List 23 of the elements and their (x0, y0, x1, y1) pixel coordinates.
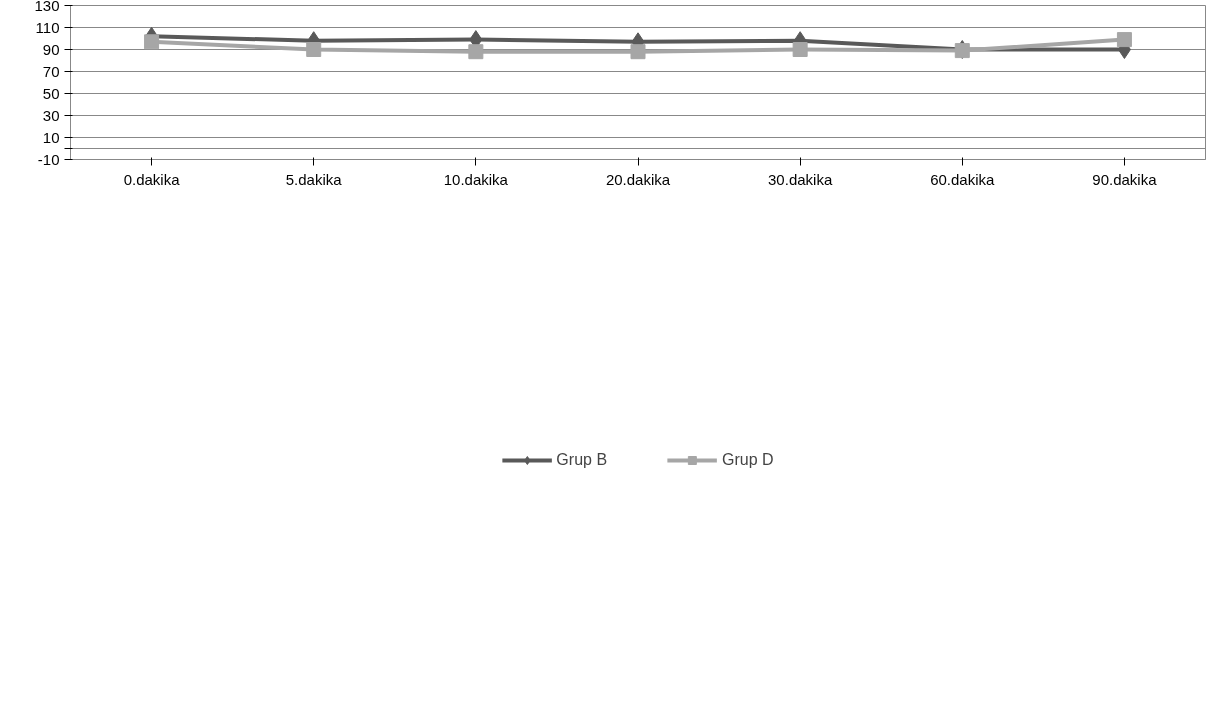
y-tick-label: 90 (42, 40, 60, 58)
legend-label: Grup B (556, 451, 608, 469)
x-tick-label: 5.dakika (285, 170, 343, 188)
legend-label: Grup D (722, 451, 774, 469)
y-tick-label: 50 (42, 84, 60, 102)
point (1116, 32, 1132, 48)
point (306, 42, 322, 57)
y-tick-label: 130 (34, 0, 60, 14)
point (144, 34, 160, 50)
x-tick-label: 20.dakika (605, 170, 671, 188)
point (468, 44, 484, 60)
y-tick-label: 10 (42, 128, 60, 146)
y-tick-label: 70 (42, 62, 60, 80)
point (792, 42, 808, 57)
x-tick-label: 30.dakika (768, 170, 833, 188)
x-tick-label: 10.dakika (443, 170, 509, 188)
y-tick-label: 30 (42, 106, 60, 124)
x-tick-label: 0.dakika (123, 170, 181, 188)
y-tick-label: 110 (35, 18, 60, 36)
x-tick-label: 90.dakika (1092, 170, 1158, 188)
y-tick-label: -10 (37, 150, 60, 168)
point (630, 44, 646, 60)
x-tick-label: 60.dakika (930, 170, 996, 188)
